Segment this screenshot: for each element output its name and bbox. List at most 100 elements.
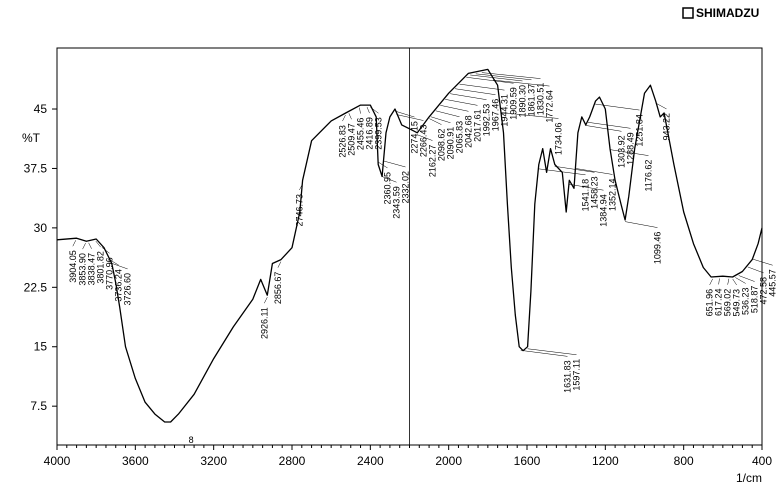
peak-leader [655, 102, 667, 110]
peak-leader [82, 242, 86, 250]
peak-leader [569, 183, 604, 191]
peak-label: 1541.18 [580, 179, 590, 212]
peak-leader [95, 240, 101, 248]
x-axis-label: 1/cm [736, 471, 762, 485]
peak-label: 2526.83 [337, 125, 347, 158]
peak-leader [264, 297, 268, 304]
peak-leader [584, 125, 622, 132]
annotation: 8 [189, 435, 194, 445]
peak-label: 651.96 [705, 289, 715, 317]
peak-label: 2274.15 [409, 121, 419, 154]
peak-label: 3838.47 [87, 253, 97, 286]
x-tick-label: 2800 [279, 454, 306, 468]
peak-leader [435, 110, 460, 118]
peak-label: 3904.05 [68, 250, 78, 283]
peak-label: 3770.96 [105, 257, 115, 290]
y-axis-label: %T [22, 131, 41, 145]
y-tick-label: 7.5 [30, 399, 47, 413]
peak-leader [396, 114, 424, 121]
peak-leader [520, 350, 568, 357]
peak-leader [101, 247, 110, 254]
peak-label: 2042.68 [463, 115, 473, 148]
peak-label: 617.24 [714, 288, 724, 316]
peak-leader [475, 73, 532, 81]
peak-label: 2360.95 [382, 172, 392, 205]
spectrum-line [56, 68, 763, 423]
peak-label: 1099.46 [652, 232, 662, 265]
peak-leader [429, 118, 442, 125]
peak-label: 1631.83 [562, 360, 572, 393]
peak-leader [624, 221, 658, 228]
peak-label: 2065.83 [454, 121, 464, 154]
peak-label: 3801.82 [96, 251, 106, 284]
peak-leader [383, 160, 406, 168]
peak-leader [735, 277, 746, 284]
peak-leader [359, 107, 361, 114]
peak-label: 1251.84 [634, 114, 644, 147]
peak-leader [110, 262, 128, 270]
peak-leader [440, 105, 469, 112]
peak-leader [470, 74, 523, 82]
peak-label: 2332.02 [400, 171, 410, 204]
peak-leader [738, 275, 755, 282]
peak-label: 3736.24 [114, 269, 124, 302]
peak-label: 943.22 [661, 113, 671, 141]
peak-leader [527, 348, 577, 356]
peak-leader [587, 122, 631, 129]
peak-label: 1176.62 [643, 160, 653, 192]
peak-leader [732, 278, 737, 286]
peak-leader [342, 114, 346, 122]
peak-leader [299, 183, 303, 191]
peak-label: 3726.60 [123, 273, 133, 306]
peak-leader [500, 112, 559, 119]
peak-leader [430, 116, 451, 124]
brand: SHIMADZU [696, 6, 759, 20]
peak-label: 1890.30 [517, 85, 527, 118]
peak-leader [445, 99, 478, 106]
x-tick-label: 800 [674, 454, 694, 468]
x-tick-label: 3600 [122, 454, 149, 468]
peak-label: 1734.06 [553, 123, 563, 156]
peak-label: 2399.53 [373, 117, 383, 150]
peak-leader [709, 278, 713, 286]
peak-label: 518.87 [750, 286, 760, 314]
peak-label: 2856.67 [273, 272, 283, 305]
peak-label: 1944.31 [499, 94, 509, 127]
peak-leader [377, 161, 388, 169]
peak-label: 2090.91 [445, 127, 455, 160]
peak-leader [609, 149, 649, 156]
peak-label: 2017.61 [472, 109, 482, 142]
peak-leader [348, 113, 352, 120]
peak-leader [747, 266, 764, 274]
x-tick-label: 1200 [592, 454, 619, 468]
peak-label: 1352.14 [607, 178, 617, 211]
peak-leader [366, 106, 370, 114]
peak-label: 549.73 [732, 289, 742, 317]
peak-label: 1384.94 [598, 194, 608, 227]
logo-icon [682, 7, 694, 19]
peak-label: 1597.11 [571, 359, 581, 391]
peak-leader [450, 93, 487, 100]
peak-label: 1772.64 [544, 90, 554, 123]
peak-label: 1992.53 [481, 104, 491, 137]
peak-label: 2509.47 [346, 123, 356, 156]
peak-label: 472.58 [759, 277, 769, 305]
peak-label: 2746.73 [294, 194, 304, 227]
peak-leader [88, 242, 92, 249]
peak-leader [370, 107, 379, 114]
peak-label: 2455.46 [355, 118, 365, 151]
y-tick-label: 30 [34, 221, 48, 235]
peak-leader [459, 83, 505, 91]
peak-label: 3853.90 [78, 253, 88, 286]
peak-label: 1861.37 [526, 84, 536, 117]
peak-label: 1967.46 [490, 99, 500, 132]
x-tick-label: 2400 [357, 454, 384, 468]
y-tick-label: 37.5 [24, 161, 48, 175]
x-tick-label: 3200 [200, 454, 227, 468]
peak-label: 1288.49 [625, 132, 635, 165]
peak-label: 445.57 [768, 269, 778, 297]
y-tick-label: 15 [34, 340, 48, 354]
peak-leader [538, 168, 586, 176]
peak-leader [381, 176, 397, 183]
